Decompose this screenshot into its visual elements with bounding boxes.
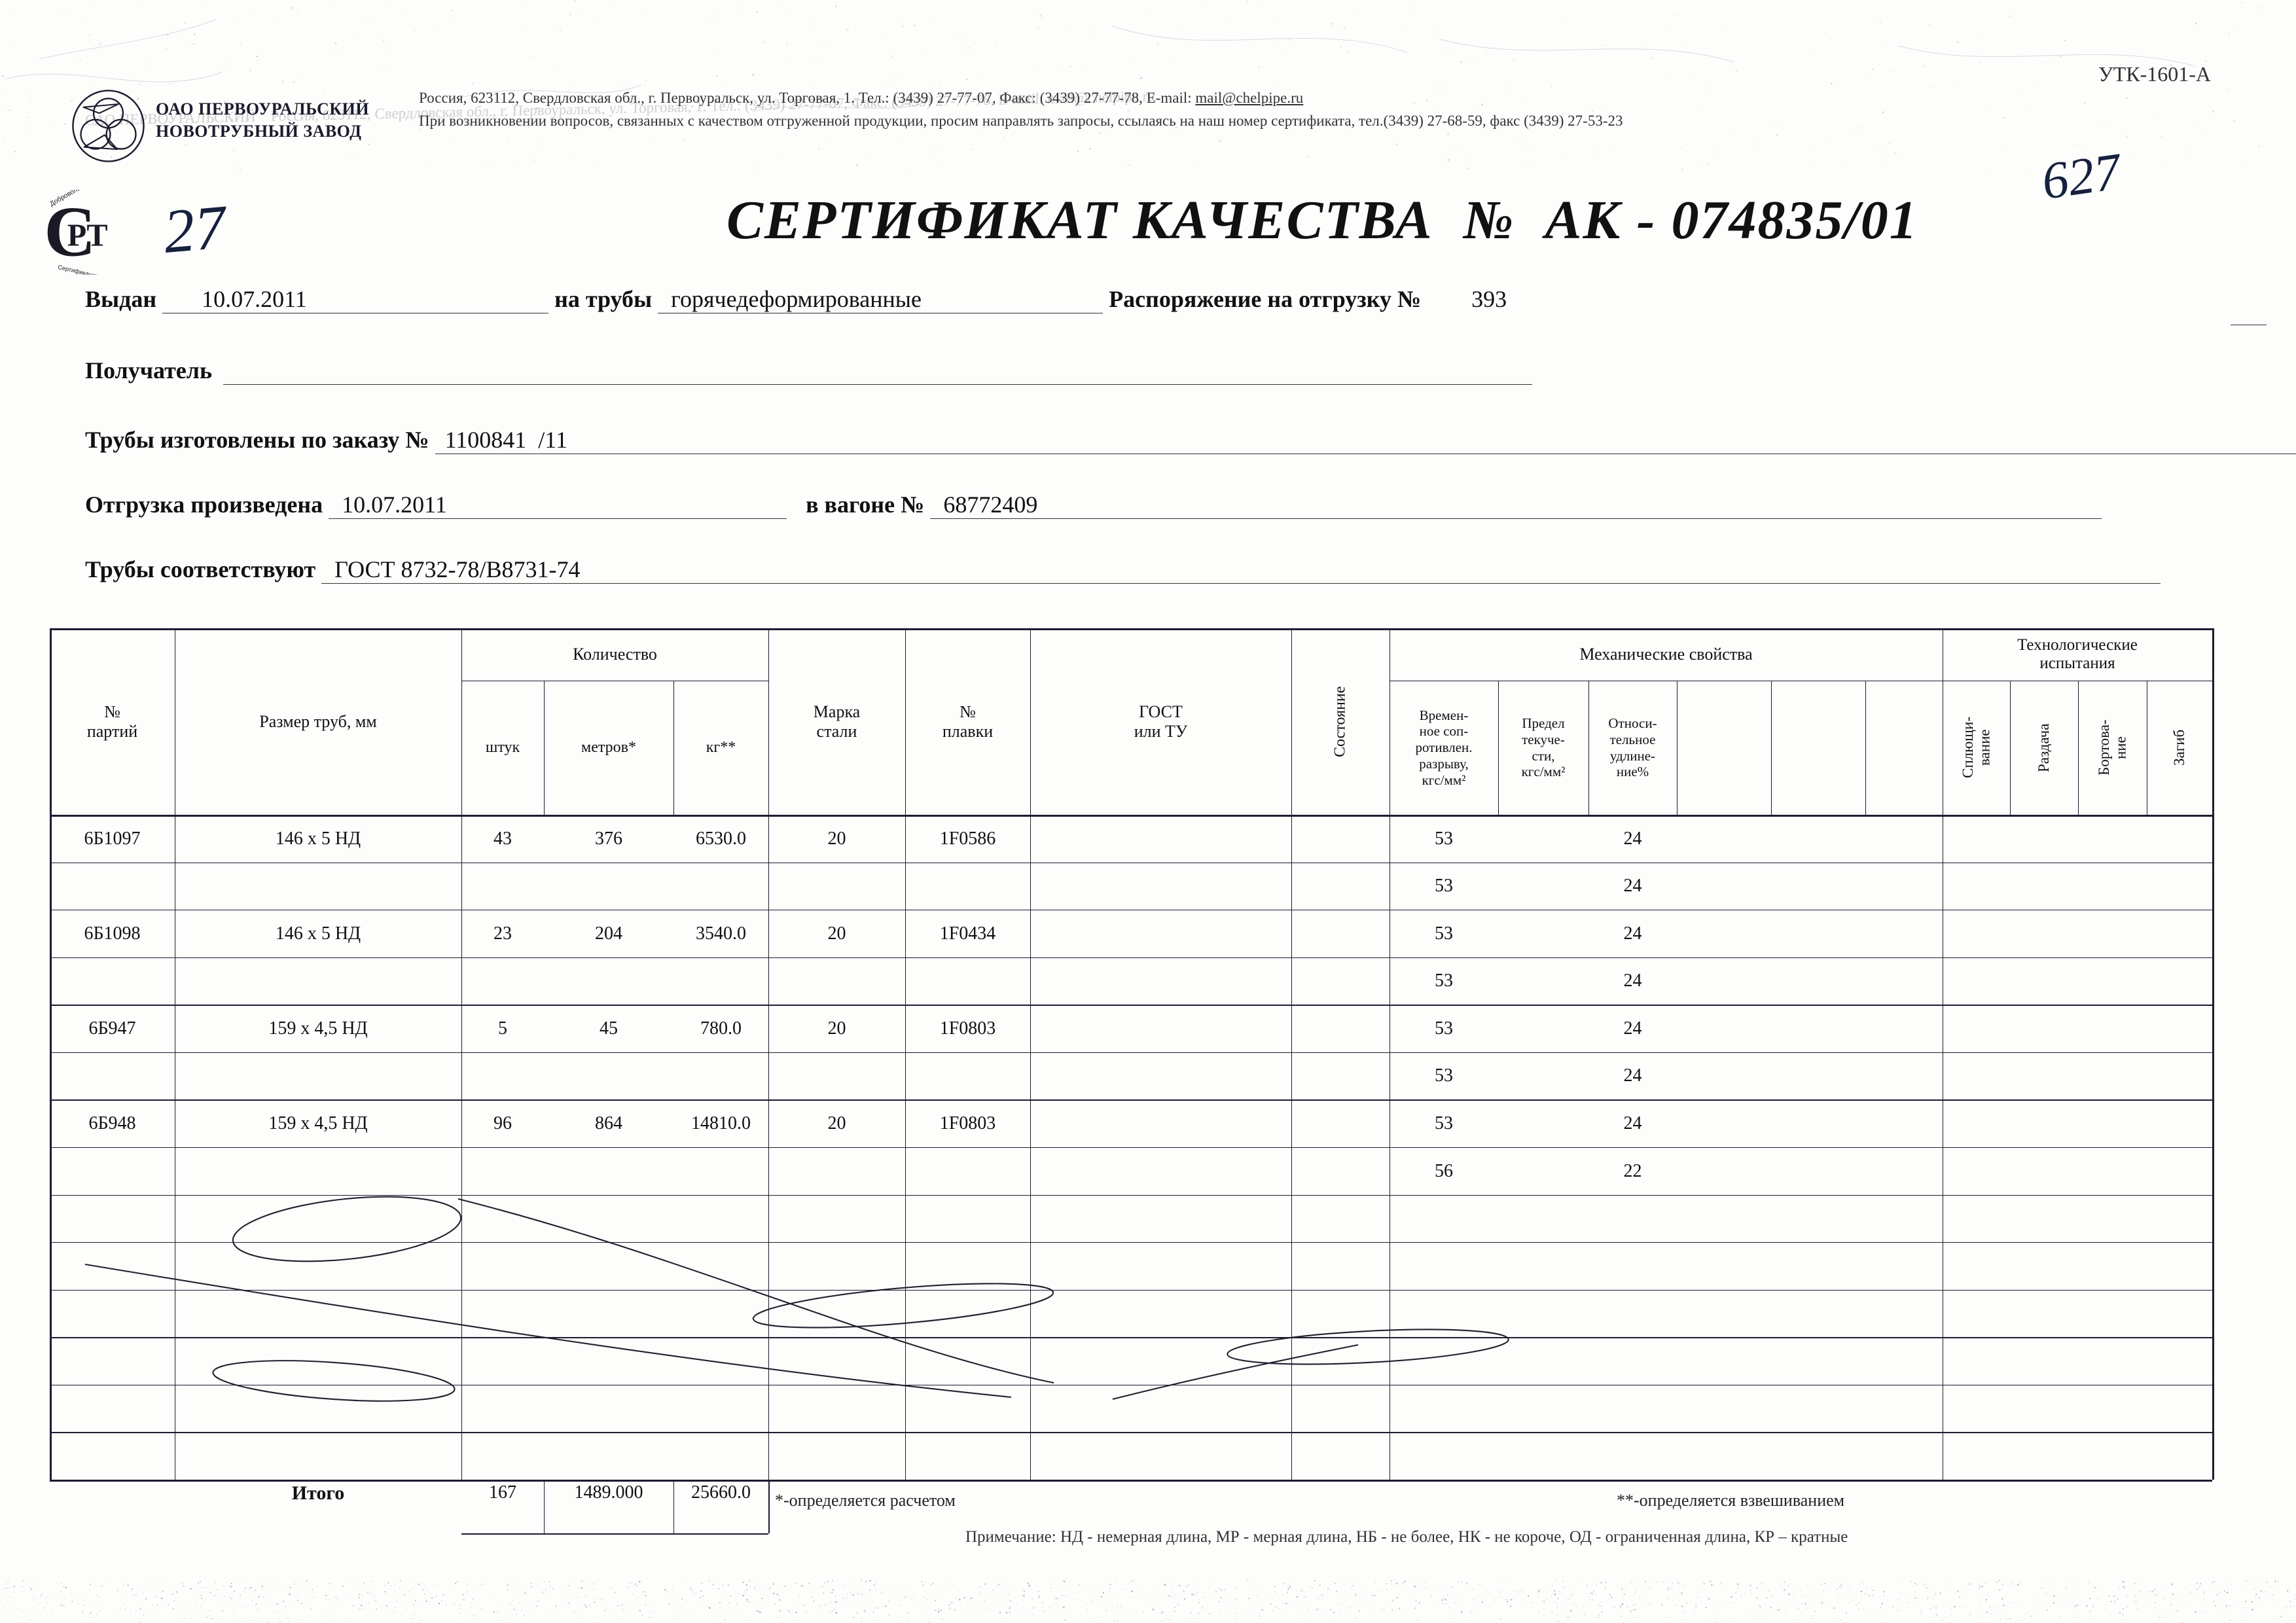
svg-text:T: T xyxy=(86,218,107,253)
svg-text:P: P xyxy=(67,218,86,253)
